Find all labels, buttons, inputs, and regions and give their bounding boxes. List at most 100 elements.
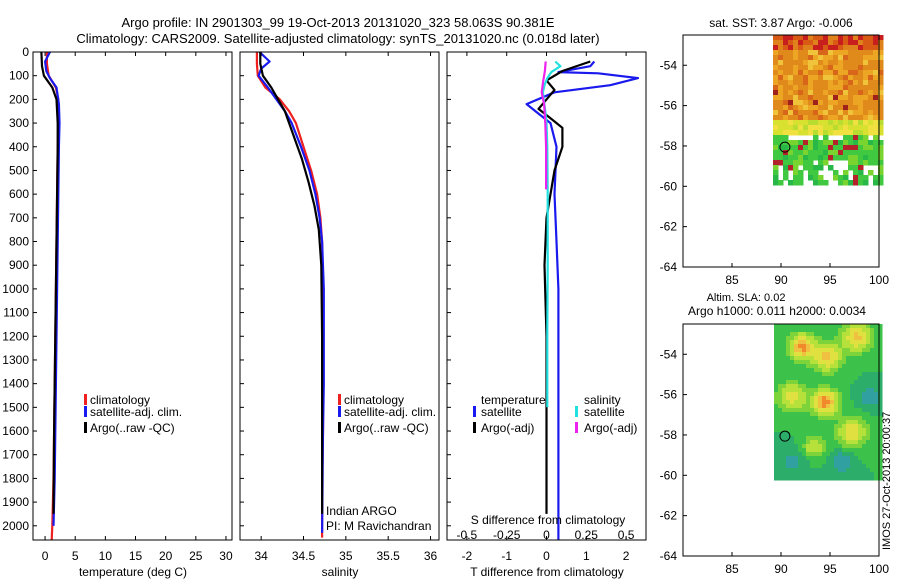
sst-cell	[798, 170, 804, 176]
sst-map-panel: sat. SST: 3.87 Argo: -0.006 -54-56-58-60…	[660, 16, 890, 287]
sst-cell	[863, 35, 869, 41]
sla-cell	[798, 476, 803, 481]
sla-cell	[874, 344, 879, 349]
sla-cell	[830, 460, 835, 465]
sla-cell	[794, 428, 799, 433]
sla-cell	[878, 476, 883, 481]
sla-cell	[810, 460, 815, 465]
sla-cell	[850, 432, 855, 437]
temperature-xlabel: temperature (deg C)	[79, 565, 187, 579]
sst-cell	[823, 75, 829, 81]
sla-cell	[826, 360, 831, 365]
sla-cell	[786, 368, 791, 373]
sst-cell	[783, 135, 789, 141]
sst-cell	[803, 100, 809, 106]
sla-cell	[874, 332, 879, 337]
sla-cell	[786, 428, 791, 433]
sst-cell	[798, 125, 804, 131]
sla-cell	[874, 400, 879, 405]
sla-cell	[846, 408, 851, 413]
sla-cell	[858, 408, 863, 413]
sst-cell	[833, 40, 839, 46]
sst-cell	[873, 75, 879, 81]
sst-cell	[783, 125, 789, 131]
sla-cell	[802, 472, 807, 477]
sla-cell	[830, 388, 835, 393]
sla-cell	[870, 344, 875, 349]
sla-cell	[850, 324, 855, 329]
sla-cell	[810, 324, 815, 329]
sla-cell	[782, 444, 787, 449]
sla-cell	[782, 476, 787, 481]
sla-cell	[862, 372, 867, 377]
sla-cell	[826, 416, 831, 421]
sst-cell	[833, 60, 839, 66]
sst-cell	[828, 110, 834, 116]
sst-cell	[858, 80, 864, 86]
salinity-legend: climatology satellite-adj. clim. Argo(..…	[338, 393, 436, 435]
sst-cell	[808, 150, 814, 156]
sla-cell	[858, 468, 863, 473]
sla-cell	[830, 456, 835, 461]
sst-cell	[833, 170, 839, 176]
sla-cell	[790, 472, 795, 477]
xtick-label: 0	[42, 549, 49, 563]
sst-cell	[788, 120, 794, 126]
sst-cell	[778, 45, 784, 51]
series-line-salinity-2	[259, 52, 324, 514]
sst-cell	[793, 45, 799, 51]
sst-cell	[858, 125, 864, 131]
sla-cell	[822, 352, 827, 357]
sla-cell	[854, 380, 859, 385]
sst-cell	[858, 150, 864, 156]
sla-cell	[846, 400, 851, 405]
sla-cell	[878, 420, 883, 425]
sla-cell	[838, 460, 843, 465]
sst-cell	[833, 45, 839, 51]
sla-cell	[798, 328, 803, 333]
sla-cell	[870, 348, 875, 353]
sla-cell	[830, 444, 835, 449]
sst-cell	[858, 50, 864, 56]
sla-cell	[830, 328, 835, 333]
sst-cell	[863, 150, 869, 156]
ytick-label: 1100	[3, 306, 29, 320]
sla-cell	[878, 392, 883, 397]
sla-cell	[878, 340, 883, 345]
sla-cell	[798, 396, 803, 401]
sla-cell	[786, 424, 791, 429]
sla-cell	[802, 420, 807, 425]
sla-cell	[858, 332, 863, 337]
sst-cell	[773, 110, 779, 116]
sla-cell	[782, 452, 787, 457]
sla-cell	[794, 444, 799, 449]
sst-cell	[878, 95, 884, 101]
sst-cell	[863, 160, 869, 166]
sla-cell	[802, 476, 807, 481]
sla-cell	[774, 448, 779, 453]
sla-cell	[826, 392, 831, 397]
sla-cell	[790, 404, 795, 409]
sla-cell	[782, 336, 787, 341]
sst-cell	[793, 155, 799, 161]
sst-cell	[878, 160, 884, 166]
sla-cell	[838, 332, 843, 337]
sla-cell	[806, 356, 811, 361]
sla-cell	[834, 344, 839, 349]
sla-cell	[862, 356, 867, 361]
sla-cell	[842, 356, 847, 361]
sst-cell	[838, 90, 844, 96]
sla-cell	[826, 456, 831, 461]
sla-cell	[802, 424, 807, 429]
sst-cell	[808, 40, 814, 46]
sla-cell	[850, 452, 855, 457]
sst-cell	[878, 155, 884, 161]
sla-cell	[830, 392, 835, 397]
sla-cell	[858, 476, 863, 481]
sla-cell	[822, 344, 827, 349]
sst-cell	[863, 140, 869, 146]
sla-cell	[786, 384, 791, 389]
sla-cell	[870, 328, 875, 333]
sst-cell	[793, 130, 799, 136]
sla-cell	[790, 348, 795, 353]
